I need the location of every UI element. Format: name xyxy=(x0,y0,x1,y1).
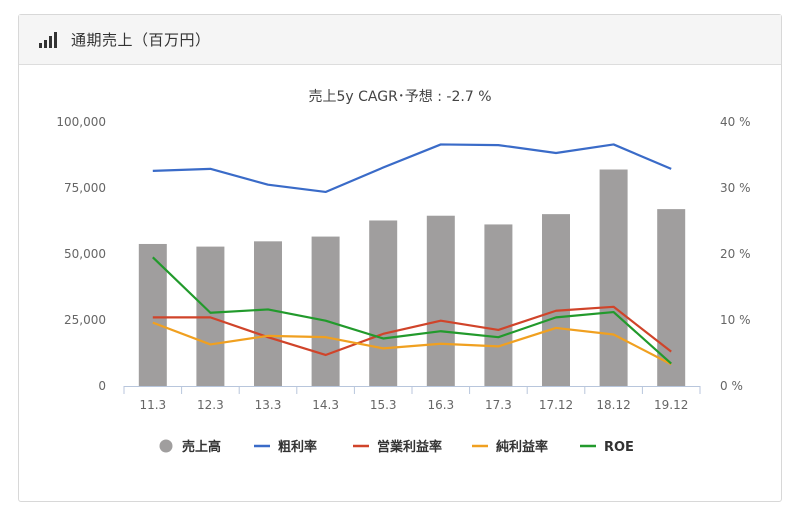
panel-header: 通期売上（百万円） xyxy=(19,15,781,65)
x-tick-label: 18.12 xyxy=(596,398,630,412)
y-left-tick-label: 0 xyxy=(98,379,106,393)
x-tick-label: 15.3 xyxy=(370,398,397,412)
y-right-tick-label: 10 % xyxy=(720,313,751,327)
panel-title: 通期売上（百万円） xyxy=(71,31,211,49)
bar xyxy=(426,215,455,386)
legend-label: 営業利益率 xyxy=(377,439,442,455)
series-line xyxy=(152,321,672,366)
x-tick-label: 13.3 xyxy=(255,398,282,412)
bar-chart-icon xyxy=(39,31,57,48)
chart-title: 売上5y CAGR･予想 : -2.7 % xyxy=(308,89,491,105)
x-tick-label: 14.3 xyxy=(312,398,339,412)
legend-label: 粗利率 xyxy=(278,439,317,455)
bar xyxy=(542,214,570,386)
y-left-tick-label: 25,000 xyxy=(64,313,106,327)
legend-label: 純利益率 xyxy=(496,439,548,455)
y-right-tick-label: 40 % xyxy=(720,115,751,129)
y-right-tick-label: 20 % xyxy=(720,247,751,261)
legend-label: ROE xyxy=(604,440,634,455)
y-left-tick-label: 50,000 xyxy=(64,247,106,261)
series-line xyxy=(152,143,672,194)
series-line xyxy=(152,305,672,357)
x-tick-label: 16.3 xyxy=(427,398,454,412)
series-line xyxy=(152,256,672,365)
bar xyxy=(484,224,513,386)
bar xyxy=(369,220,398,386)
legend-label: 売上高 xyxy=(182,439,221,455)
x-tick-label: 17.12 xyxy=(539,398,573,412)
legend-marker xyxy=(159,439,173,453)
y-left-tick-label: 100,000 xyxy=(56,115,106,129)
y-right-tick-label: 0 % xyxy=(720,379,743,393)
x-tick-label: 11.3 xyxy=(139,398,166,412)
x-tick-label: 17.3 xyxy=(485,398,512,412)
y-right-tick-label: 30 % xyxy=(720,181,751,195)
y-left-tick-label: 75,000 xyxy=(64,181,106,195)
bar xyxy=(254,241,282,386)
bar xyxy=(599,169,628,386)
x-tick-label: 12.3 xyxy=(197,398,224,412)
x-tick-label: 19.12 xyxy=(654,398,688,412)
bar xyxy=(311,236,340,386)
